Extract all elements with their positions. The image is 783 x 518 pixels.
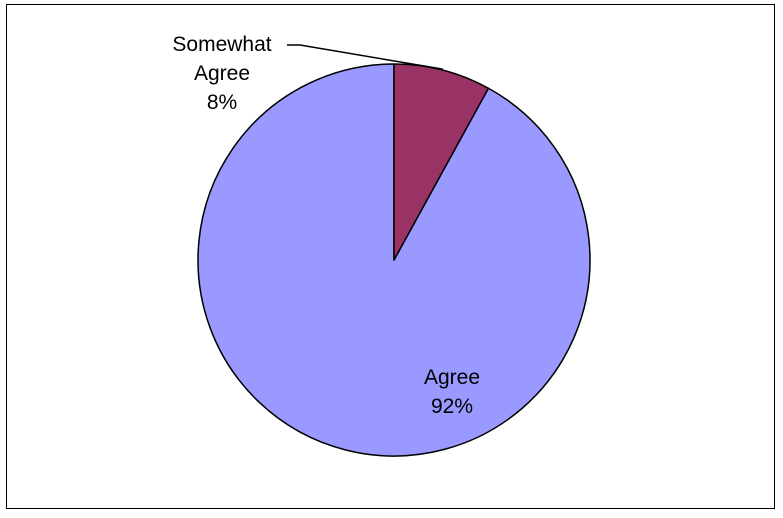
slice-label-agree-name: Agree	[424, 366, 480, 389]
pie-slices	[197, 63, 591, 457]
pie-slice-somewhat-agree	[393, 63, 490, 261]
slice-label-somewhat-agree-name-line1: Somewhat	[172, 33, 271, 56]
somewhat-agree-leader-line	[287, 44, 443, 70]
slice-label-somewhat-agree-name-line2: Agree	[194, 62, 250, 85]
slice-label-somewhat-agree-percent: 8%	[207, 91, 237, 114]
slice-label-agree-percent: 92%	[431, 395, 473, 418]
